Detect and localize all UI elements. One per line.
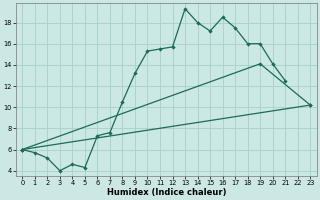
X-axis label: Humidex (Indice chaleur): Humidex (Indice chaleur) (107, 188, 226, 197)
